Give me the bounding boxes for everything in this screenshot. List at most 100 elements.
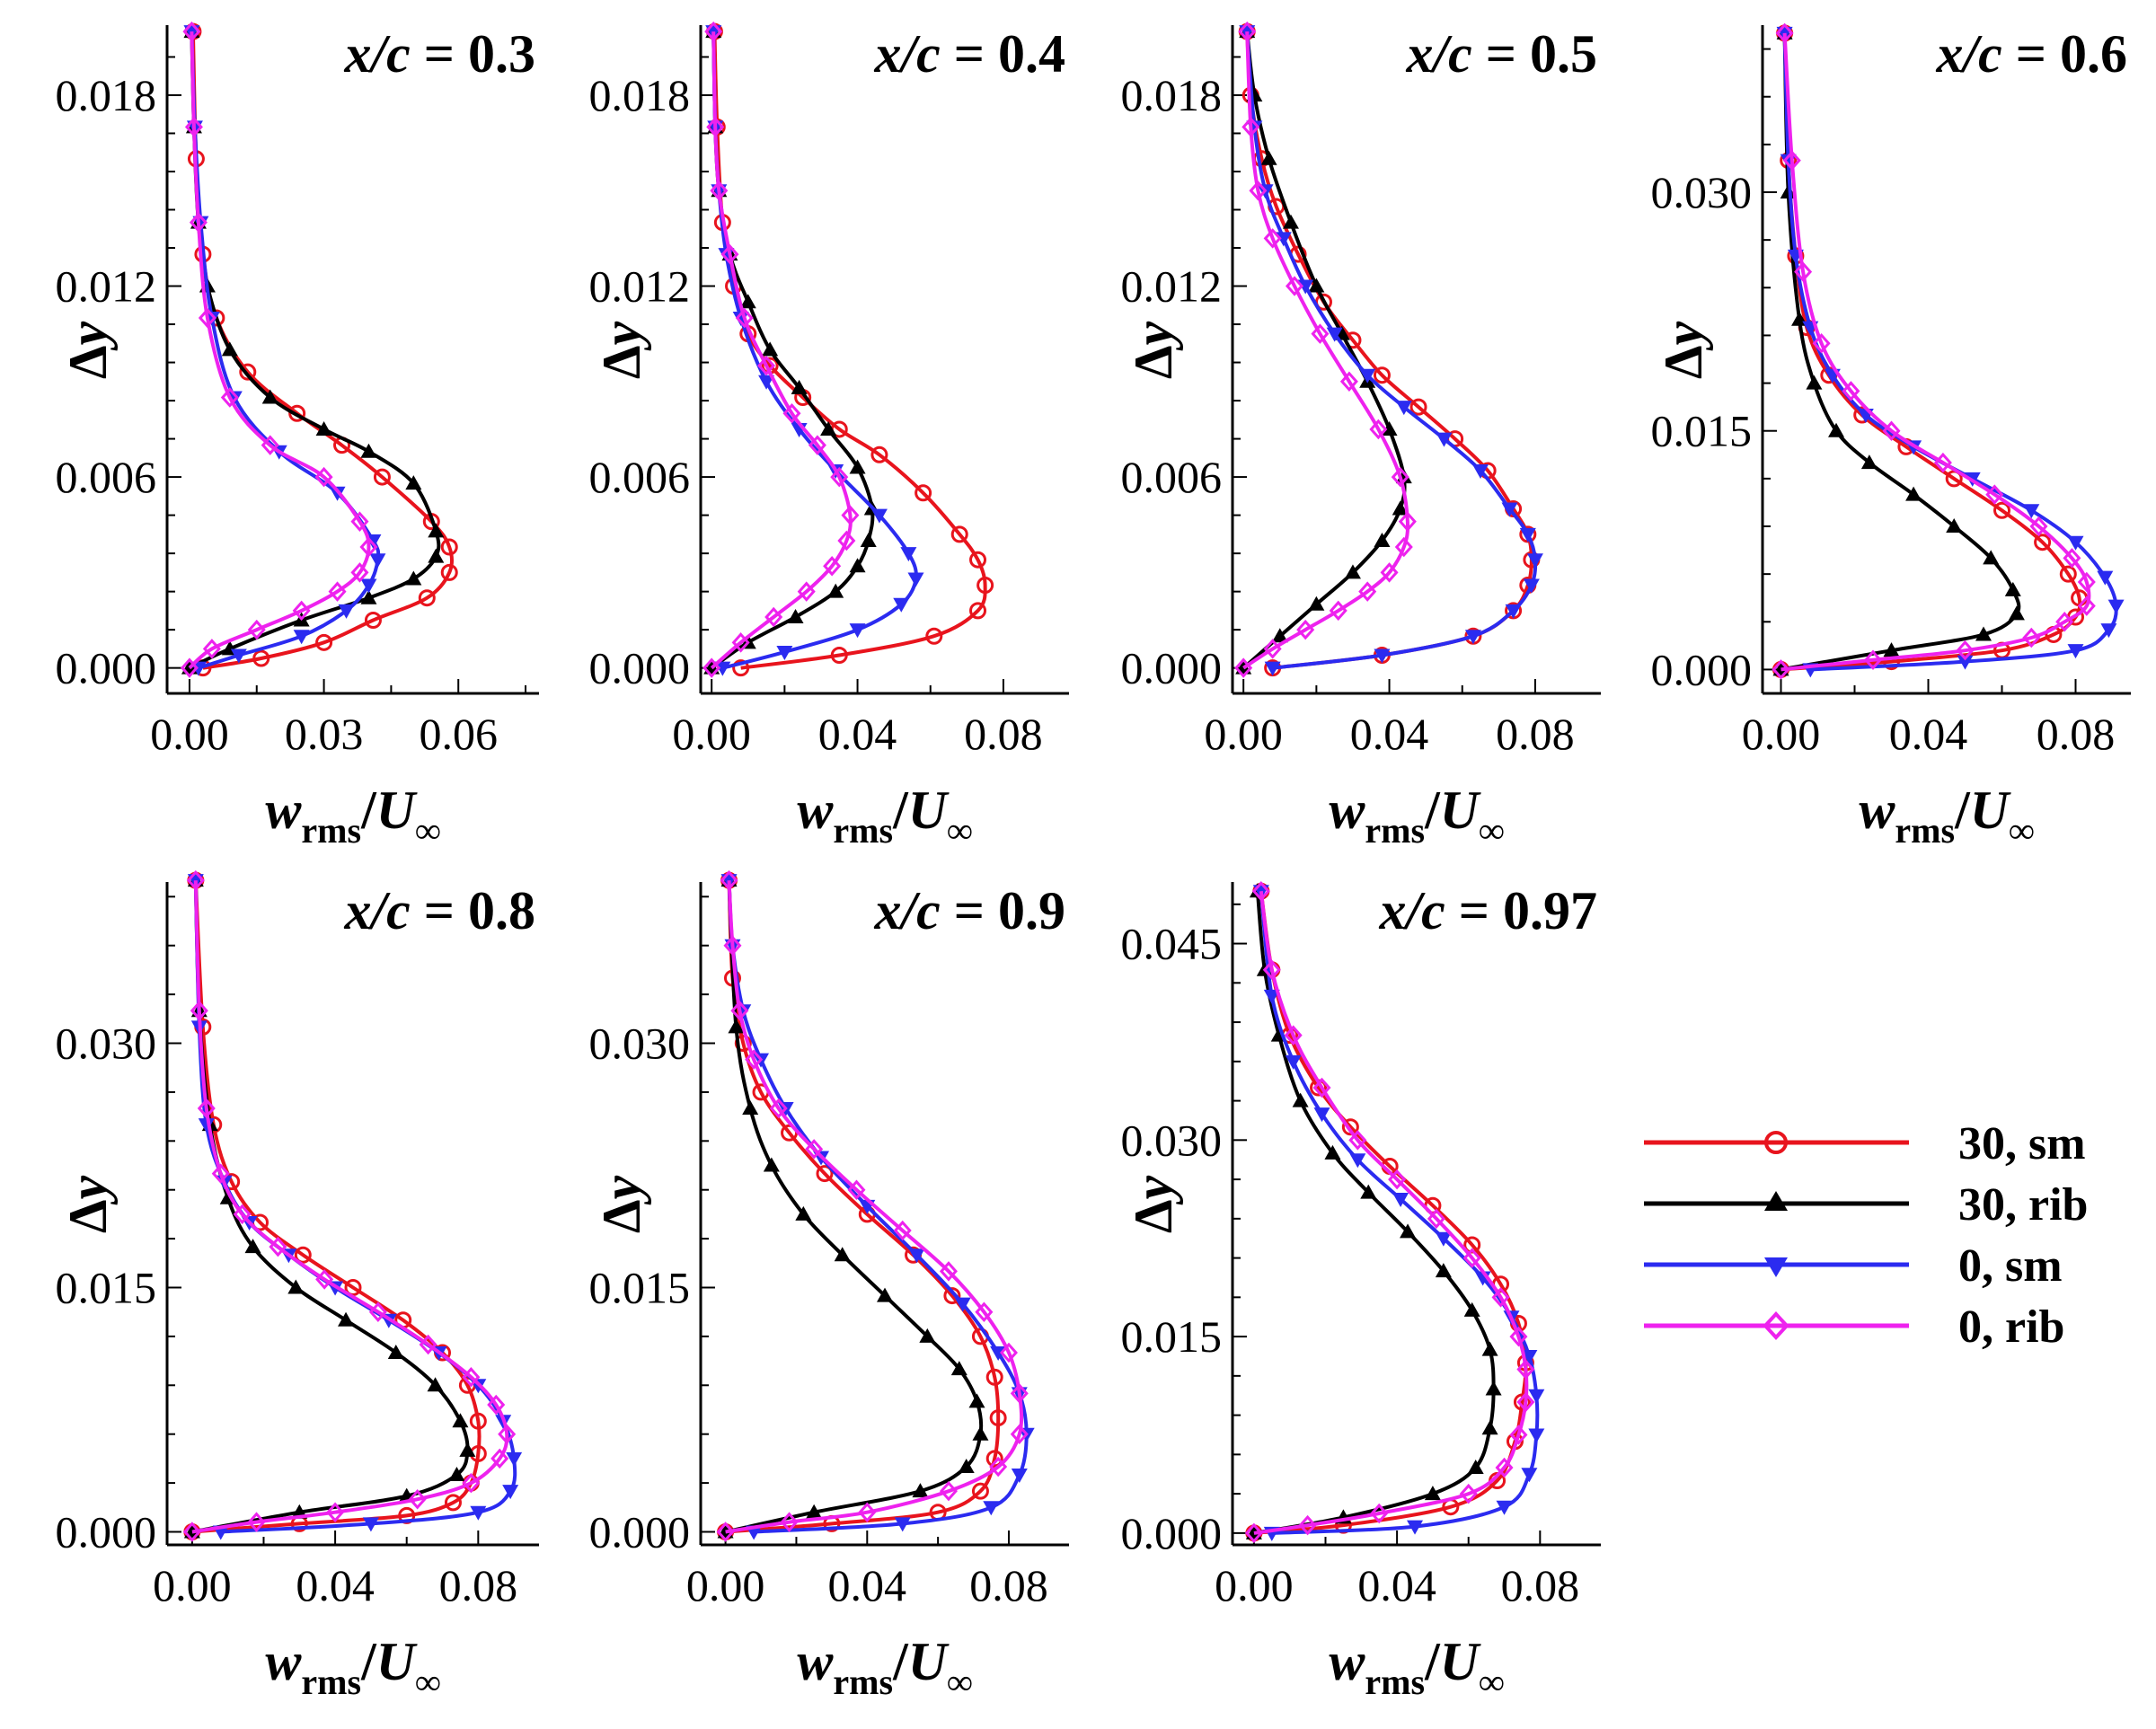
- data-point-0-sm: [1523, 578, 1540, 594]
- x-axis-title-var2: U: [1440, 781, 1481, 840]
- data-point-0-sm: [470, 1505, 487, 1521]
- data-point-0-rib: [1234, 657, 1253, 678]
- y-axis-title-var: y: [58, 1176, 118, 1205]
- panel-title-var: x/c: [1405, 24, 1471, 84]
- data-point-0-rib: [1509, 1425, 1528, 1445]
- data-point-30-sm: [969, 551, 987, 569]
- panel-title-value: = 0.5: [1472, 24, 1597, 84]
- x-axis-title-sub: rms: [1365, 1662, 1425, 1702]
- panel-x-c-0-4: 0.00 0.04 0.08 0.000 0.006 0.012 0.018 x/c = 0.…: [589, 21, 1069, 851]
- data-point-0-rib: [720, 243, 739, 265]
- data-point-0-rib: [1782, 150, 1801, 171]
- x-axis-title-sub: rms: [301, 1662, 361, 1702]
- x-tick-label: 0.00: [686, 1560, 765, 1610]
- data-point-0-rib: [184, 117, 203, 137]
- data-point-0-rib: [989, 1456, 1008, 1478]
- x-axis-title: wrms/U∞: [1329, 781, 1504, 851]
- x-axis-title-sub2: ∞: [947, 810, 973, 851]
- panel-title: x/c = 0.97: [1378, 881, 1597, 940]
- y-axis-title: Δy: [1654, 322, 1713, 380]
- data-point-0-rib: [837, 530, 856, 551]
- data-point-0-rib: [2022, 627, 2041, 648]
- series-30-rib: [1772, 24, 2025, 676]
- data-point-30-rib: [820, 420, 837, 436]
- data-point-30-rib: [1806, 375, 1823, 390]
- data-point-0-sm: [1472, 464, 1489, 479]
- data-point-30-sm: [288, 404, 306, 422]
- data-point-0-rib: [1010, 1383, 1029, 1404]
- y-tick-label: 0.006: [1121, 452, 1223, 502]
- data-point-0-rib: [1772, 659, 1790, 680]
- data-point-30-rib: [877, 1287, 893, 1302]
- data-point-0-rib: [182, 21, 201, 42]
- data-point-0-rib: [487, 1394, 506, 1416]
- y-tick-label: 0.000: [56, 1506, 157, 1557]
- data-point-0-rib: [350, 511, 369, 532]
- x-axis-title-sub2: ∞: [415, 1662, 441, 1702]
- panel-title: x/c = 0.5: [1405, 24, 1597, 84]
- data-point-0-rib: [1398, 511, 1417, 532]
- data-point-0-sm: [1359, 368, 1376, 384]
- data-point-30-rib: [1308, 278, 1325, 293]
- data-point-0-rib: [1794, 261, 1813, 282]
- x-tick-label: 0.04: [828, 1560, 907, 1610]
- x-axis-title-var: w: [1859, 781, 1895, 840]
- data-point-30-rib: [405, 475, 422, 490]
- x-axis-title-sub2: ∞: [1479, 810, 1505, 851]
- data-point-0-rib: [247, 619, 266, 640]
- series-line-30-rib: [191, 880, 470, 1534]
- data-point-0-rib: [198, 307, 216, 329]
- legend-label-0-sm: 0, sm: [1958, 1240, 2063, 1292]
- data-point-30-sm: [989, 1409, 1007, 1427]
- data-point-30-rib: [950, 1361, 968, 1376]
- data-point-30-rib: [763, 1157, 780, 1172]
- data-point-0-rib: [1516, 1391, 1535, 1413]
- data-point-0-sm: [1521, 1468, 1538, 1483]
- y-axis-title-var: y: [592, 322, 651, 351]
- data-point-30-rib: [1983, 550, 2000, 565]
- data-point-30-sm: [985, 1450, 1003, 1468]
- x-axis-title: wrms/U∞: [265, 1632, 440, 1702]
- data-point-0-sm: [900, 547, 917, 562]
- legend-marker-circle: [1764, 1131, 1788, 1154]
- series-30-rib: [1245, 883, 1502, 1539]
- y-axis-title-var: y: [1654, 322, 1713, 351]
- data-point-30-sm: [732, 659, 750, 677]
- legend-item-0-rib: 0, rib: [1644, 1301, 2064, 1353]
- panel-x-c-0-97: 0.00 0.04 0.08 0.000 0.015 0.030 0.045 x/c = 0.…: [1121, 880, 1601, 1702]
- y-tick-label: 0.000: [56, 643, 157, 693]
- x-axis-title-sub2: ∞: [415, 810, 441, 851]
- data-point-0-sm: [1519, 527, 1536, 543]
- x-axis-title-sep: /: [360, 1632, 377, 1691]
- data-point-0-rib: [326, 1502, 345, 1522]
- x-axis-title-var2: U: [376, 1632, 418, 1691]
- data-point-0-rib: [706, 117, 725, 137]
- y-axis-title-var: y: [1124, 322, 1183, 351]
- x-tick-label: 0.08: [2037, 709, 2116, 759]
- data-point-0-rib: [247, 1512, 266, 1532]
- data-point-30-rib: [1381, 420, 1398, 436]
- data-point-0-rib: [261, 435, 279, 455]
- x-axis-title-sep: /: [1424, 1632, 1441, 1691]
- data-point-30-rib: [739, 294, 756, 309]
- x-tick-label: 0.08: [964, 709, 1043, 759]
- data-point-0-rib: [182, 1522, 201, 1542]
- y-tick-label: 0.000: [1651, 644, 1753, 694]
- data-point-0-rib: [189, 212, 208, 233]
- y-axis-title-var: y: [58, 322, 118, 351]
- data-point-0-rib: [1286, 276, 1304, 296]
- data-point-0-sm: [1435, 1231, 1452, 1247]
- data-point-0-rib: [999, 1342, 1018, 1363]
- data-point-0-sm: [1501, 502, 1518, 517]
- data-point-0-rib: [315, 1269, 334, 1290]
- data-point-0-rib: [1391, 466, 1409, 488]
- data-point-30-sm: [734, 1035, 752, 1053]
- x-axis-title-var2: U: [908, 1632, 950, 1691]
- data-point-0-rib: [1812, 333, 1831, 354]
- data-point-0-rib: [2063, 548, 2081, 569]
- data-point-0-rib: [939, 1480, 958, 1502]
- data-point-30-rib: [742, 1100, 759, 1116]
- data-point-0-rib: [1842, 381, 1860, 401]
- y-axis-title: Δy: [592, 1176, 651, 1234]
- data-point-30-rib: [244, 1239, 261, 1254]
